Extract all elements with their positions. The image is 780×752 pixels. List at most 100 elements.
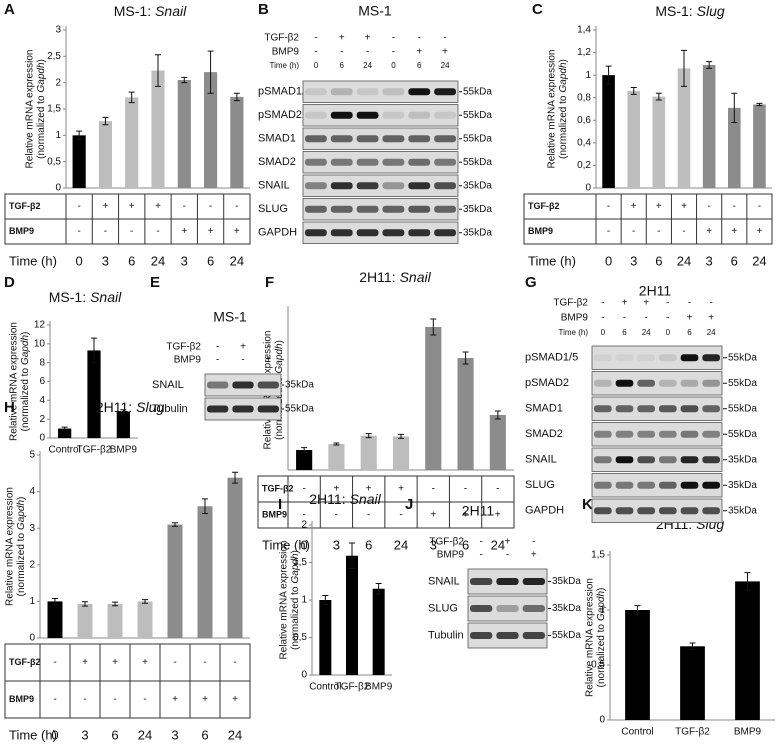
treatment-label: BMP9	[174, 355, 202, 366]
error-bar	[172, 522, 178, 527]
lane-mark: -	[216, 342, 219, 353]
row-mark: -	[183, 201, 186, 212]
x-axis-label: Time (h)	[528, 253, 576, 268]
size-label: 55kDa	[285, 404, 314, 415]
row-mark: +	[234, 226, 240, 237]
y-tick-label: 1,4	[577, 25, 591, 36]
error-bar	[605, 65, 612, 85]
row-mark: -	[77, 226, 80, 237]
y-tick-label: 12	[34, 320, 46, 331]
y-tick-label: 2	[55, 77, 61, 88]
blot-band	[434, 111, 456, 119]
error-bar	[322, 595, 329, 605]
row-mark: +	[202, 694, 208, 705]
y-tick-label: 1,2	[577, 47, 591, 58]
x-tick-label: Control	[621, 727, 653, 738]
y-label-line: (normalized to Gapdh)	[36, 59, 47, 159]
blot-band	[434, 135, 456, 143]
band-label: GAPDH	[525, 505, 564, 517]
blot-band	[496, 632, 519, 639]
y-label-line: (normalized to Gapdh)	[290, 550, 301, 650]
row-mark: +	[232, 694, 238, 705]
blot-band	[680, 405, 699, 413]
y-tick-label: 1	[301, 595, 307, 606]
lane-mark: +	[339, 33, 345, 44]
treatment-label: TGF-β2	[166, 342, 201, 353]
blot-band	[637, 430, 655, 438]
error-bar	[375, 583, 382, 595]
lane-time: 6	[417, 61, 422, 70]
lane-time: 24	[441, 61, 450, 70]
bar	[58, 428, 72, 438]
lane-time: 6	[622, 328, 627, 337]
row-mark: +	[208, 226, 214, 237]
row-mark: -	[104, 226, 107, 237]
size-label: 35kDa	[552, 576, 581, 587]
x-tick-label: Control	[49, 445, 81, 456]
blot-band	[659, 379, 677, 387]
size-label: 35kDa	[463, 227, 492, 238]
y-tick-label: 0,2	[577, 160, 591, 171]
blot-band	[659, 481, 677, 489]
band-label: SNAIL	[258, 180, 290, 192]
row-mark: +	[142, 657, 148, 668]
band-label: pSMAD2	[525, 377, 569, 389]
bar	[728, 107, 741, 188]
row-mark: -	[130, 226, 133, 237]
y-tick-label: 0	[599, 715, 605, 726]
blot-band	[232, 405, 254, 413]
row-mark: +	[495, 510, 501, 521]
y-label-part: )	[274, 340, 285, 343]
row-mark: -	[432, 484, 435, 495]
y-tick-label: 0	[39, 433, 45, 444]
y-tick-label: 2	[301, 520, 307, 531]
blot-band	[615, 456, 634, 464]
treatment-label: TGF-β2	[429, 537, 464, 548]
y-tick-label: 1,5	[293, 557, 307, 568]
blot-band	[637, 481, 655, 489]
x-tick-label: 3	[171, 727, 178, 742]
lane-time: 24	[363, 61, 372, 70]
y-label-part: )	[16, 497, 27, 500]
lane-mark: -	[479, 537, 482, 548]
blot-band	[615, 354, 634, 362]
y-label-part: Gapdh	[596, 591, 607, 621]
blot-band	[496, 578, 519, 585]
x-tick-label: 6	[462, 537, 469, 552]
error-bar	[365, 433, 372, 439]
title-text: 2H11:	[359, 269, 395, 285]
lane-mark: -	[216, 355, 219, 366]
blot-band	[356, 182, 379, 190]
x-tick-label: 24	[151, 253, 165, 268]
lane-mark: -	[601, 298, 604, 309]
row-label: BMP9	[9, 226, 34, 236]
bar	[652, 96, 666, 188]
row-mark: +	[155, 201, 161, 212]
blot-band	[382, 158, 405, 166]
band-label: SLUG	[428, 602, 458, 614]
blot-band	[702, 379, 720, 387]
title-gene: Snail	[90, 289, 122, 305]
blot-title: 2H11	[639, 283, 672, 299]
size-label: 35kDa	[728, 480, 757, 491]
lane-mark: -	[666, 313, 669, 324]
blot-band	[382, 135, 405, 143]
blot-band	[207, 381, 229, 389]
error-bar	[181, 76, 188, 84]
size-label: 55kDa	[728, 403, 757, 414]
bar	[151, 70, 165, 188]
lane-mark: +	[365, 33, 371, 44]
blot-band	[615, 481, 634, 489]
error-bar	[655, 92, 662, 101]
blot-band	[330, 135, 353, 143]
chart-title: MS-1: Snail	[49, 289, 122, 305]
title-gene: Slug	[136, 399, 164, 415]
blot-band	[330, 88, 353, 96]
lane-mark: +	[531, 550, 537, 561]
size-label: 55kDa	[463, 110, 492, 121]
y-tick-label: 1,5	[591, 550, 605, 561]
row-label: BMP9	[262, 509, 287, 519]
blot-band	[702, 456, 720, 464]
error-bar	[398, 433, 404, 439]
x-tick-label: BMP9	[110, 445, 138, 456]
